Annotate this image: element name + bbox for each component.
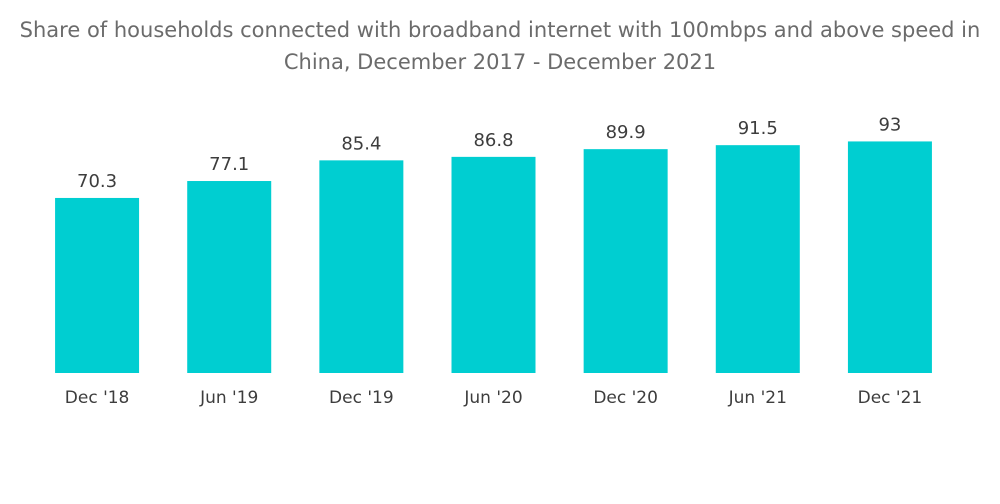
bar-4	[583, 149, 668, 373]
bar-value-label-4: 89.9	[606, 122, 646, 143]
bar-1	[187, 181, 272, 373]
bar-value-label-5: 91.5	[738, 118, 778, 139]
chart-title: Share of households connected with broad…	[0, 14, 1000, 78]
bar-value-label-6: 93	[878, 114, 901, 135]
bar-value-label-2: 85.4	[341, 133, 381, 154]
x-tick-label-5: Jun '21	[728, 388, 787, 408]
x-tick-label-2: Dec '19	[329, 388, 394, 408]
bar-6	[847, 141, 932, 373]
x-tick-label-6: Dec '21	[858, 388, 923, 408]
bar-5	[715, 145, 800, 373]
chart-title-line-1: Share of households connected with broad…	[19, 18, 981, 42]
bar-0	[55, 197, 140, 373]
x-tick-label-0: Dec '18	[65, 388, 130, 408]
bar-value-label-1: 77.1	[209, 154, 249, 175]
x-tick-label-4: Dec '20	[593, 388, 658, 408]
bar-value-label-3: 86.8	[473, 130, 513, 151]
bar-value-label-0: 70.3	[77, 171, 117, 192]
bar-2	[319, 160, 404, 373]
chart-title-line-2: China, December 2017 - December 2021	[283, 50, 717, 74]
x-tick-label-1: Jun '19	[199, 388, 258, 408]
x-tick-label-3: Jun '20	[463, 388, 522, 408]
bar-3	[451, 156, 536, 373]
